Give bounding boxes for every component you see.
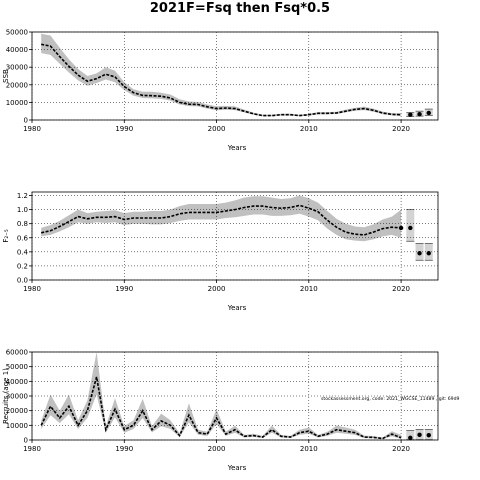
recruits-y-tick-label: 10000 (6, 422, 28, 430)
recruits-estimate-line (40, 376, 402, 440)
ssb-x-tick-label: 2010 (300, 125, 318, 133)
f-y-tick-label: 0.6 (17, 234, 29, 242)
ssb-x-axis-label: Years (227, 144, 247, 152)
recruits-projection-point (417, 432, 422, 438)
f-x-axis-label: Years (227, 304, 247, 312)
ssb-x-tick-label: 2020 (392, 125, 410, 133)
recruits-x-tick-label: 2000 (208, 445, 226, 453)
recruits-y-tick-label: 60000 (6, 349, 28, 357)
f-confidence-band (41, 195, 402, 242)
ssb-y-tick-label: 50000 (6, 29, 28, 37)
f-x-tick-label: 2010 (300, 285, 318, 293)
f-y-tick-label: 0.0 (17, 277, 28, 285)
ssb-projection-point (426, 110, 431, 116)
recruits-x-tick-label: 1990 (115, 445, 133, 453)
ssb-confidence-band (41, 33, 402, 117)
ssb-y-tick-label: 0 (24, 117, 28, 125)
recruits-projection-band (406, 430, 415, 440)
f-last-point (398, 225, 404, 231)
f-y-tick-label: 1.0 (17, 206, 28, 214)
ssb-x-tick-label: 1980 (23, 125, 41, 133)
f-projection-point (426, 251, 431, 256)
recruits-x-axis-label: Years (227, 464, 247, 472)
ssb-estimate-line (41, 43, 402, 117)
f-projection-band (406, 209, 415, 242)
page-title: 2021F=Fsq then Fsq*0.5 (149, 1, 331, 16)
recruits-confidence-band (41, 352, 402, 440)
ssb-panel: SSB Years 1980 1990 2000 2010 2020 0 10000 2000… (2, 29, 439, 152)
f-y-tick-label: 0.4 (17, 248, 29, 256)
f-x-tick-label: 2000 (208, 285, 226, 293)
f-x-tick-label: 1990 (115, 285, 133, 293)
f-axis-label: F₂₋₅ (2, 229, 10, 243)
ssb-x-tick-label: 1990 (115, 125, 133, 133)
recruits-y-tick-label: 0 (24, 437, 28, 445)
ssb-y-tick-label: 20000 (6, 81, 28, 89)
f-estimate-line (41, 204, 402, 236)
f-projection-point (417, 251, 422, 256)
ssb-plot-frame (31, 31, 439, 121)
f-projection-point (408, 225, 413, 231)
f-y-tick-label: 1.2 (17, 192, 28, 200)
ssb-x-tick-label: 2000 (208, 125, 226, 133)
recruits-y-tick-label: 20000 (6, 407, 28, 415)
ssb-y-tick-label: 10000 (6, 99, 28, 107)
recruits-y-tick-label: 50000 (6, 363, 28, 371)
ssb-projection-point (417, 111, 422, 117)
f-plot-frame (31, 191, 439, 281)
recruits-y-tick-label: 40000 (6, 378, 28, 386)
f-panel: F₂₋₅ Years 1980 1990 2000 2010 2020 0.0 0.2 0.4… (2, 191, 439, 312)
recruits-axis-label: Recruits (age 1) (2, 368, 10, 424)
ssb-y-tick-label: 40000 (6, 46, 28, 54)
ssb-y-tick-label: 30000 (6, 64, 28, 72)
recruits-y-tick-label: 30000 (6, 393, 28, 401)
watermark-text: stockassessment.org, code: 2021_WGCSE_11… (321, 396, 460, 402)
recruits-projection-point (426, 432, 431, 438)
recruits-x-tick-label: 1980 (23, 445, 41, 453)
f-y-tick-label: 0.8 (17, 220, 28, 228)
recruits-panel: Recruits (age 1) Years stockassessment.o… (2, 349, 460, 473)
f-x-tick-label: 1980 (23, 285, 41, 293)
recruits-projection-point (408, 435, 413, 440)
ssb-projection-point (408, 112, 413, 117)
recruits-x-tick-label: 2010 (300, 445, 318, 453)
f-x-tick-label: 2020 (392, 285, 410, 293)
recruits-x-tick-label: 2020 (392, 445, 410, 453)
ssb-axis-label: SSB (2, 69, 10, 83)
f-y-tick-label: 0.2 (17, 262, 28, 270)
